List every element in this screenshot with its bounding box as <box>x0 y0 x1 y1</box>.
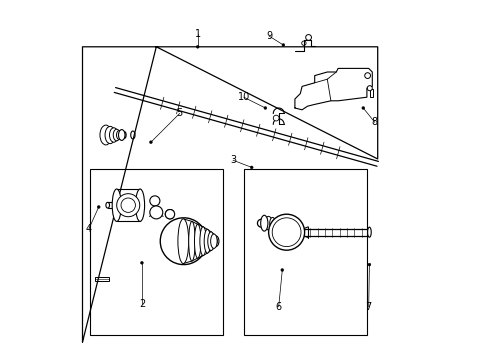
Circle shape <box>165 210 174 219</box>
Text: 3: 3 <box>229 155 236 165</box>
Circle shape <box>149 141 152 144</box>
Circle shape <box>264 107 266 109</box>
Circle shape <box>149 206 163 219</box>
Text: 9: 9 <box>265 31 271 41</box>
Ellipse shape <box>194 224 201 258</box>
Text: 8: 8 <box>371 117 377 127</box>
Text: 2: 2 <box>139 299 145 309</box>
Circle shape <box>280 269 283 271</box>
Circle shape <box>272 218 301 247</box>
Circle shape <box>117 194 140 217</box>
Ellipse shape <box>204 229 210 253</box>
Ellipse shape <box>100 125 112 145</box>
Bar <box>244 169 366 335</box>
Circle shape <box>97 206 100 208</box>
Circle shape <box>361 107 364 109</box>
Ellipse shape <box>135 189 144 221</box>
Circle shape <box>364 73 370 78</box>
Ellipse shape <box>188 221 195 261</box>
Ellipse shape <box>178 219 188 264</box>
Ellipse shape <box>200 227 206 256</box>
Circle shape <box>366 74 368 77</box>
Circle shape <box>250 166 253 169</box>
Text: 5: 5 <box>176 108 183 118</box>
Bar <box>95 277 108 281</box>
Ellipse shape <box>210 234 217 248</box>
Text: 7: 7 <box>365 302 371 312</box>
Circle shape <box>366 86 371 91</box>
Text: 10: 10 <box>237 92 249 102</box>
Ellipse shape <box>207 232 214 251</box>
Ellipse shape <box>112 189 121 221</box>
Ellipse shape <box>116 130 122 139</box>
Circle shape <box>196 45 199 48</box>
Circle shape <box>282 44 284 46</box>
Circle shape <box>140 261 143 264</box>
Text: 1: 1 <box>194 29 201 39</box>
Circle shape <box>121 198 135 212</box>
Ellipse shape <box>109 128 118 142</box>
Ellipse shape <box>113 129 120 141</box>
Bar <box>89 169 223 335</box>
Circle shape <box>273 115 279 121</box>
Circle shape <box>305 35 311 40</box>
Text: 4: 4 <box>86 224 92 234</box>
Circle shape <box>268 214 304 250</box>
Ellipse shape <box>269 217 275 229</box>
Ellipse shape <box>367 227 370 237</box>
Circle shape <box>367 263 370 266</box>
Text: 6: 6 <box>275 302 281 312</box>
Circle shape <box>149 196 160 206</box>
Ellipse shape <box>105 126 115 144</box>
Ellipse shape <box>260 215 267 231</box>
Ellipse shape <box>264 216 272 230</box>
Bar <box>369 89 372 97</box>
Ellipse shape <box>118 130 125 140</box>
